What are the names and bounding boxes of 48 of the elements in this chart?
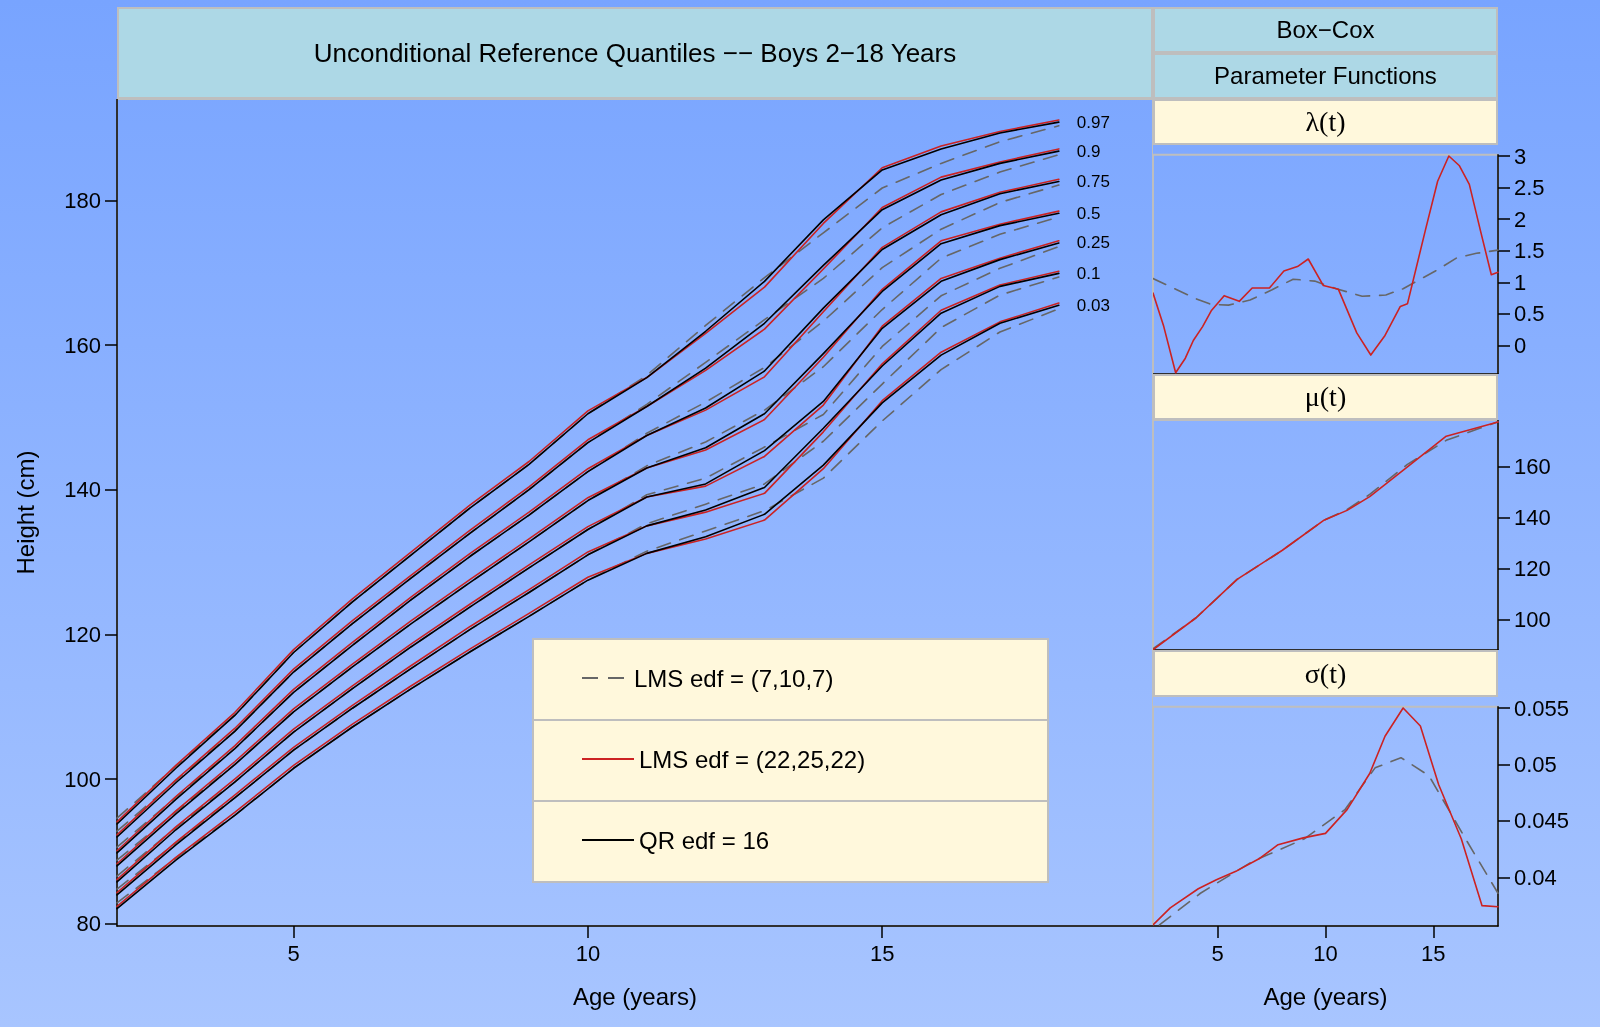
y-tick-label: 180 xyxy=(64,187,101,213)
x-axis-title: Age (years) xyxy=(572,982,698,1010)
line-series xyxy=(1153,249,1499,306)
x-tick-label: 10 xyxy=(1313,940,1338,966)
text: Box−Cox xyxy=(1153,7,1498,53)
y-tick-label: 1.5 xyxy=(1514,238,1545,264)
y-tick-label: 100 xyxy=(64,766,101,792)
annotation: 0.97 xyxy=(1076,112,1110,132)
x-axis-title: Age (years) xyxy=(1263,982,1388,1010)
y-tick-label: 160 xyxy=(1514,454,1551,480)
y-tick-label: 80 xyxy=(76,911,101,937)
x-tick-label: 15 xyxy=(1421,940,1446,966)
y-tick-label: 0.05 xyxy=(1514,751,1557,777)
legend-label: LMS edf = (22,25,22) xyxy=(639,745,866,773)
annotation: 0.9 xyxy=(1076,141,1101,161)
x-tick-label: 15 xyxy=(869,940,895,966)
y-tick-label: 140 xyxy=(1514,505,1551,531)
y-tick-label: 3 xyxy=(1514,143,1527,169)
y-tick-label: 0.5 xyxy=(1514,301,1545,327)
annotation: 0.25 xyxy=(1076,233,1110,253)
chart-title: λ(t) xyxy=(1153,99,1498,145)
chart-title: μ(t) xyxy=(1153,374,1498,420)
y-tick-label: 100 xyxy=(1514,606,1551,632)
chart-title: Unconditional Reference Quantiles −− Boys 2−18 Years xyxy=(117,7,1153,99)
text: Parameter Functions xyxy=(1153,53,1498,99)
annotation: 0.03 xyxy=(1076,295,1110,315)
y-tick-label: 0 xyxy=(1514,333,1527,359)
y-tick-label: 1 xyxy=(1514,269,1527,295)
y-tick-label: 0.04 xyxy=(1514,864,1557,890)
x-tick-label: 5 xyxy=(287,940,300,966)
y-tick-label: 160 xyxy=(64,332,101,358)
legend-label: QR edf = 16 xyxy=(639,826,770,854)
legend-label: LMS edf = (7,10,7) xyxy=(634,664,834,692)
y-tick-label: 0.045 xyxy=(1514,808,1570,834)
y-axis-title: Height (cm) xyxy=(11,450,39,575)
y-tick-label: 2 xyxy=(1514,206,1527,232)
x-tick-label: 10 xyxy=(575,940,601,966)
y-tick-label: 120 xyxy=(1514,556,1551,582)
y-tick-label: 120 xyxy=(64,621,101,647)
x-tick-label: 5 xyxy=(1211,940,1224,966)
y-tick-label: 2.5 xyxy=(1514,175,1545,201)
y-tick-label: 0.055 xyxy=(1514,695,1570,721)
line-series xyxy=(1158,756,1499,926)
y-tick-label: 140 xyxy=(64,477,101,503)
annotation: 0.5 xyxy=(1076,203,1101,223)
annotation: 0.1 xyxy=(1076,263,1101,283)
annotation: 0.75 xyxy=(1076,171,1110,191)
chart-title: σ(t) xyxy=(1153,650,1498,697)
